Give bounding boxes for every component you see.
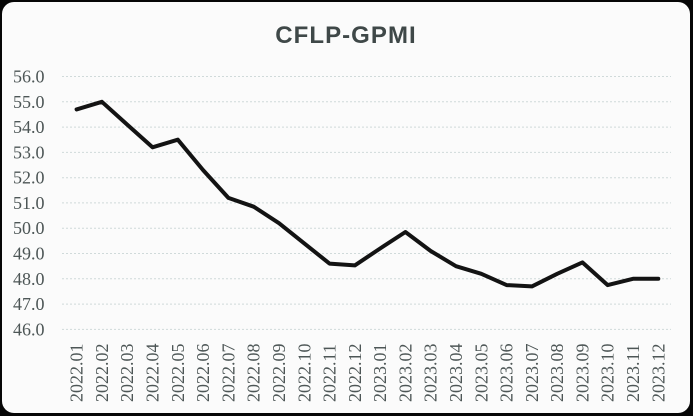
svg-text:2022.10: 2022.10 — [294, 344, 314, 403]
svg-text:2023.08: 2023.08 — [547, 344, 567, 403]
svg-text:48.0: 48.0 — [13, 269, 45, 289]
svg-text:2022.08: 2022.08 — [244, 344, 264, 403]
svg-text:2022.12: 2022.12 — [345, 344, 365, 403]
svg-text:2022.01: 2022.01 — [67, 344, 87, 403]
svg-text:2022.04: 2022.04 — [143, 344, 163, 403]
svg-text:2023.10: 2023.10 — [598, 344, 618, 403]
svg-text:2023.11: 2023.11 — [623, 344, 643, 402]
svg-text:50.0: 50.0 — [13, 218, 45, 238]
svg-text:54.0: 54.0 — [13, 117, 45, 137]
svg-text:55.0: 55.0 — [13, 92, 45, 112]
svg-text:2023.02: 2023.02 — [395, 344, 415, 403]
svg-text:CFLP-GPMI: CFLP-GPMI — [275, 22, 416, 49]
svg-text:2022.07: 2022.07 — [218, 344, 238, 403]
svg-text:2022.03: 2022.03 — [117, 344, 137, 403]
svg-text:2022.09: 2022.09 — [269, 344, 289, 403]
svg-text:2023.04: 2023.04 — [446, 344, 466, 403]
svg-text:49.0: 49.0 — [13, 244, 45, 264]
svg-text:2023.05: 2023.05 — [471, 344, 491, 403]
svg-text:2023.03: 2023.03 — [421, 344, 441, 403]
svg-text:51.0: 51.0 — [13, 193, 45, 213]
svg-text:2022.06: 2022.06 — [193, 344, 213, 403]
svg-text:52.0: 52.0 — [13, 168, 45, 188]
svg-text:56.0: 56.0 — [13, 67, 45, 87]
svg-text:2023.06: 2023.06 — [497, 344, 517, 403]
svg-text:46.0: 46.0 — [13, 319, 45, 339]
svg-text:2022.05: 2022.05 — [168, 344, 188, 403]
svg-text:53.0: 53.0 — [13, 142, 45, 162]
svg-text:2023.09: 2023.09 — [572, 344, 592, 403]
svg-text:2023.01: 2023.01 — [370, 344, 390, 403]
svg-text:2022.11: 2022.11 — [320, 344, 340, 402]
svg-text:2022.02: 2022.02 — [92, 344, 112, 403]
svg-text:2023.12: 2023.12 — [648, 344, 668, 403]
svg-text:47.0: 47.0 — [13, 294, 45, 314]
svg-text:2023.07: 2023.07 — [522, 344, 542, 403]
